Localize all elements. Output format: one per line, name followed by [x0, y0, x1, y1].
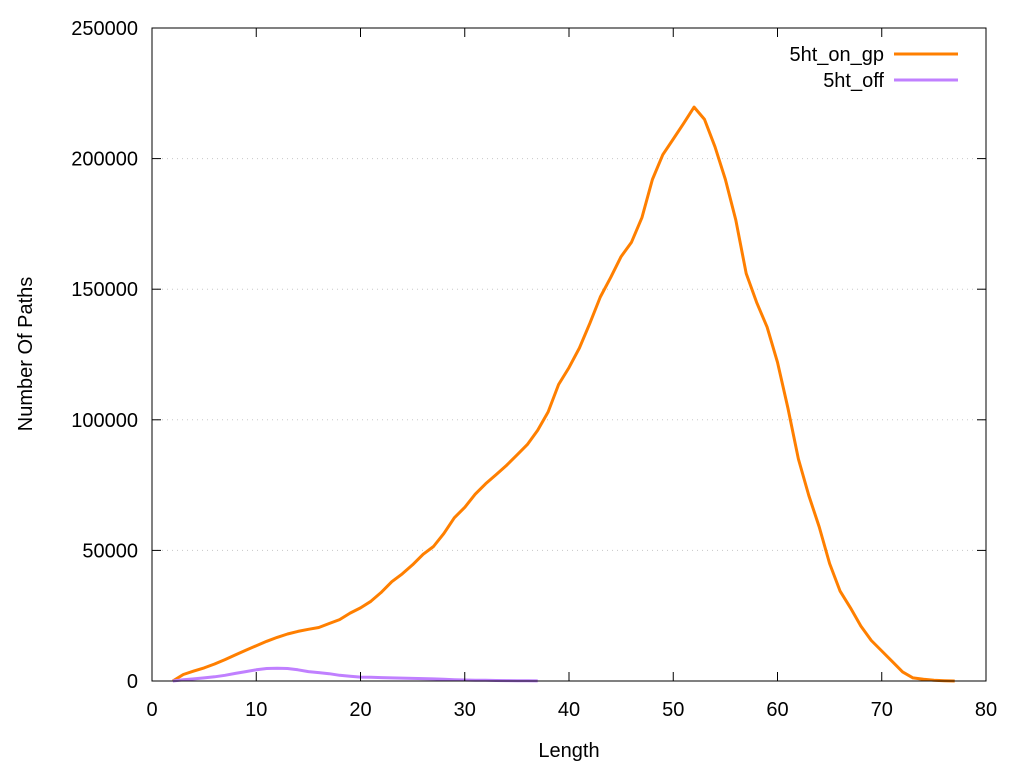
x-tick-label: 60	[766, 699, 788, 721]
x-tick-label: 50	[662, 699, 684, 721]
y-tick-label: 200000	[71, 149, 138, 171]
x-tick-label: 30	[454, 699, 476, 721]
y-tick-label: 250000	[71, 18, 138, 40]
y-tick-label: 0	[127, 671, 138, 693]
plot-border	[151, 27, 987, 682]
x-tick-label: 40	[558, 699, 580, 721]
y-tick-label: 50000	[82, 540, 138, 562]
legend: 5ht_on_gp 5ht_off	[789, 44, 958, 92]
x-tick-label: 70	[871, 699, 893, 721]
x-tick-label: 0	[146, 699, 157, 721]
axis-ticks: 0 50000 100000 150000 200000 250000 0 10 20 30 40 5…	[71, 18, 997, 721]
x-tick-label: 80	[975, 699, 997, 721]
x-tick-label: 20	[349, 699, 371, 721]
y-tick-label: 100000	[71, 410, 138, 432]
y-tick-label: 150000	[71, 279, 138, 301]
x-axis-label: Length	[538, 740, 599, 762]
x-tick-label: 10	[245, 699, 267, 721]
legend-label-5ht-on-gp: 5ht_on_gp	[789, 44, 884, 66]
y-axis-label: Number Of Paths	[15, 277, 37, 432]
legend-label-5ht-off: 5ht_off	[823, 70, 884, 92]
series-lines	[172, 105, 955, 683]
series-line-5ht-on-gp	[172, 105, 955, 683]
grid-lines	[152, 158, 986, 551]
series-line-5ht-off	[172, 666, 538, 683]
